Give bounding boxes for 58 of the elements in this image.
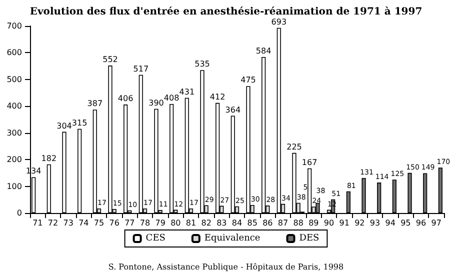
- data-label: 412: [210, 92, 226, 102]
- x-tick-label: 83: [216, 218, 227, 228]
- data-label: 182: [41, 154, 57, 163]
- x-tick-label: 71: [32, 218, 43, 228]
- x-tick-label: 76: [109, 218, 120, 228]
- x-tick-label: 81: [186, 218, 196, 228]
- legend-label: CES: [146, 234, 166, 244]
- x-tick-label: 75: [94, 218, 104, 228]
- data-label: 475: [240, 76, 256, 85]
- data-label: 517: [133, 64, 149, 74]
- x-tick-label: 96: [416, 218, 426, 228]
- data-label: 693: [271, 17, 287, 26]
- data-label: 167: [302, 158, 318, 167]
- data-label: 431: [179, 87, 195, 96]
- data-label: 406: [118, 94, 134, 104]
- data-label: 304: [56, 121, 72, 130]
- x-tick-label: 78: [140, 218, 150, 228]
- x-tick-label: 89: [308, 218, 319, 228]
- data-label: 225: [286, 142, 302, 152]
- text: S. Pontone, Assistance Publique - Hôpitaux de Paris, 1998: [108, 262, 344, 272]
- x-tick-label: 90: [324, 218, 334, 228]
- x-tick-label: 73: [63, 218, 74, 228]
- data-label: 315: [72, 118, 88, 128]
- x-tick-label: 72: [48, 218, 58, 228]
- data-label: 364: [225, 105, 241, 114]
- legend-label: Equivalence: [204, 234, 260, 244]
- chart-title: Evolution des flux d'entrée en anesthésie-réanimation de 1971 à 1997: [30, 6, 422, 18]
- y-tick-label: 500: [6, 74, 22, 84]
- x-tick-label: 84: [232, 218, 242, 228]
- y-tick-label: 200: [6, 155, 22, 164]
- data-label: 584: [256, 46, 272, 56]
- x-tick-label: 74: [78, 218, 89, 228]
- y-tick-label: 300: [6, 128, 22, 138]
- y-tick-label: 0: [16, 208, 22, 218]
- data-label: 387: [87, 99, 103, 108]
- x-tick-label: 91: [339, 218, 350, 228]
- x-tick-label: 94: [385, 218, 396, 228]
- x-tick-label: 92: [354, 218, 365, 228]
- x-tick-label: 88: [293, 218, 304, 228]
- x-tick-label: 95: [400, 218, 411, 228]
- data-label: 535: [194, 60, 210, 69]
- x-tick-label: 79: [155, 218, 166, 228]
- y-tick-label: 400: [6, 102, 22, 111]
- data-label: 552: [102, 55, 118, 64]
- x-tick-label: 85: [247, 218, 258, 228]
- legend-label: DES: [299, 234, 320, 244]
- x-tick-label: 82: [201, 218, 212, 228]
- x-tick-label: 93: [370, 218, 380, 228]
- data-label: 408: [164, 94, 180, 103]
- x-tick-label: 86: [262, 218, 273, 228]
- x-tick-label: 80: [170, 218, 181, 228]
- x-tick-label: 87: [278, 218, 288, 228]
- y-tick-label: 100: [6, 182, 22, 191]
- data-label: 390: [148, 98, 164, 108]
- x-tick-label: 77: [124, 218, 135, 228]
- x-tick-label: 97: [431, 218, 442, 228]
- y-tick-label: 600: [6, 48, 22, 58]
- y-tick-label: 700: [6, 22, 22, 30]
